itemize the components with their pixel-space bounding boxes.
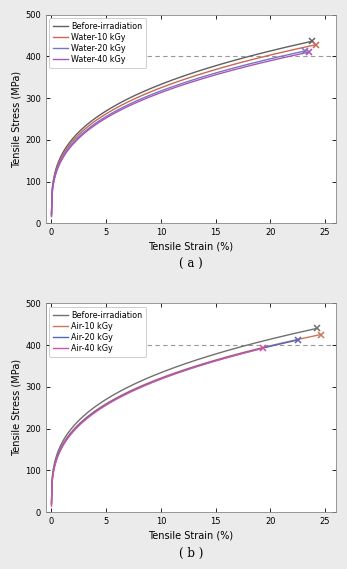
- Air-20 kGy: [147, 380, 151, 387]
- Line: Water-20 kGy: Water-20 kGy: [51, 51, 305, 216]
- Air-10 kGy: [49, 500, 53, 507]
- Water-10 kGy: [154, 86, 158, 93]
- Y-axis label: Tensile Stress (MPa): Tensile Stress (MPa): [11, 71, 21, 167]
- Water-10 kGy: [136, 94, 140, 101]
- Water-10 kGy: [242, 58, 246, 65]
- Before-irradiation: [315, 325, 319, 332]
- Water-20 kGy: [234, 64, 238, 71]
- Before-irradiation: [81, 125, 85, 131]
- Line: Before-irradiation: Before-irradiation: [51, 328, 317, 503]
- Line: Air-40 kGy: Air-40 kGy: [51, 348, 263, 506]
- Before-irradiation: [217, 350, 221, 357]
- Water-40 kGy: [49, 213, 53, 220]
- Air-10 kGy: [244, 348, 248, 355]
- Air-20 kGy: [204, 360, 209, 367]
- Air-40 kGy: [203, 361, 207, 368]
- Water-40 kGy: [151, 92, 155, 99]
- Legend: Before-irradiation, Air-10 kGy, Air-20 kGy, Air-40 kGy: Before-irradiation, Air-10 kGy, Air-20 k…: [49, 307, 146, 357]
- Line: Air-10 kGy: Air-10 kGy: [51, 335, 321, 504]
- Water-40 kGy: [235, 65, 239, 72]
- Air-20 kGy: [227, 353, 231, 360]
- Water-40 kGy: [236, 65, 240, 72]
- Water-20 kGy: [232, 64, 237, 71]
- Air-20 kGy: [49, 501, 53, 508]
- Water-20 kGy: [150, 91, 154, 98]
- Water-40 kGy: [306, 49, 311, 56]
- Air-10 kGy: [245, 348, 249, 355]
- Air-40 kGy: [75, 424, 79, 431]
- Water-10 kGy: [49, 212, 53, 218]
- Legend: Before-irradiation, Water-10 kGy, Water-20 kGy, Water-40 kGy: Before-irradiation, Water-10 kGy, Water-…: [49, 18, 146, 68]
- Water-20 kGy: [209, 71, 213, 78]
- Air-40 kGy: [49, 503, 53, 510]
- Air-40 kGy: [261, 345, 265, 352]
- Water-10 kGy: [314, 42, 318, 48]
- Before-irradiation: [136, 379, 140, 386]
- Before-irradiation: [49, 211, 53, 217]
- Before-irradiation: [155, 371, 159, 378]
- Before-irradiation: [49, 500, 53, 506]
- Air-20 kGy: [79, 419, 83, 426]
- Before-irradiation: [243, 343, 247, 349]
- Water-20 kGy: [132, 98, 136, 105]
- Water-40 kGy: [133, 100, 137, 106]
- Water-20 kGy: [49, 212, 53, 219]
- Air-40 kGy: [182, 368, 186, 374]
- Text: ( a ): ( a ): [179, 258, 203, 271]
- Air-10 kGy: [156, 376, 160, 382]
- Water-10 kGy: [216, 65, 220, 72]
- Before-irradiation: [237, 56, 242, 63]
- Before-irradiation: [134, 92, 138, 98]
- Air-40 kGy: [133, 386, 137, 393]
- Air-20 kGy: [296, 337, 300, 344]
- Line: Water-40 kGy: Water-40 kGy: [51, 52, 308, 217]
- Line: Water-10 kGy: Water-10 kGy: [51, 45, 316, 215]
- Before-irradiation: [152, 84, 156, 90]
- Water-10 kGy: [240, 59, 245, 65]
- Air-20 kGy: [129, 387, 134, 394]
- Air-10 kGy: [219, 355, 223, 362]
- Water-10 kGy: [81, 127, 85, 134]
- Air-10 kGy: [82, 416, 86, 423]
- Air-40 kGy: [202, 361, 206, 368]
- Air-10 kGy: [137, 384, 141, 390]
- Water-40 kGy: [80, 131, 84, 138]
- Line: Air-20 kGy: Air-20 kGy: [51, 340, 298, 505]
- Before-irradiation: [213, 63, 217, 69]
- Line: Before-irradiation: Before-irradiation: [51, 42, 312, 214]
- Before-irradiation: [239, 55, 243, 62]
- Before-irradiation: [310, 38, 314, 45]
- X-axis label: Tensile Strain (%): Tensile Strain (%): [149, 530, 234, 540]
- X-axis label: Tensile Strain (%): Tensile Strain (%): [149, 241, 234, 251]
- Water-40 kGy: [211, 72, 215, 79]
- Air-40 kGy: [118, 394, 122, 401]
- Air-10 kGy: [319, 331, 323, 338]
- Water-20 kGy: [303, 48, 307, 55]
- Water-20 kGy: [80, 130, 84, 137]
- Y-axis label: Tensile Stress (MPa): Tensile Stress (MPa): [11, 359, 21, 456]
- Before-irradiation: [241, 343, 245, 349]
- Text: ( b ): ( b ): [179, 546, 203, 559]
- Air-20 kGy: [228, 353, 232, 360]
- Before-irradiation: [82, 413, 86, 419]
